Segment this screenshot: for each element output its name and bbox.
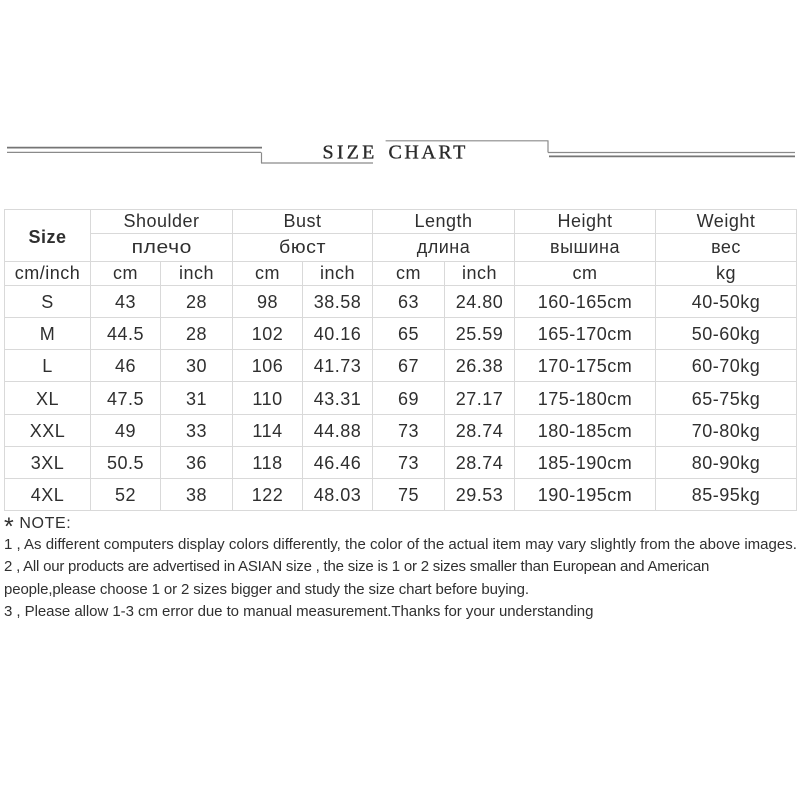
svg-text:CHART: CHART	[389, 142, 468, 164]
svg-text:SIZE: SIZE	[323, 142, 378, 164]
